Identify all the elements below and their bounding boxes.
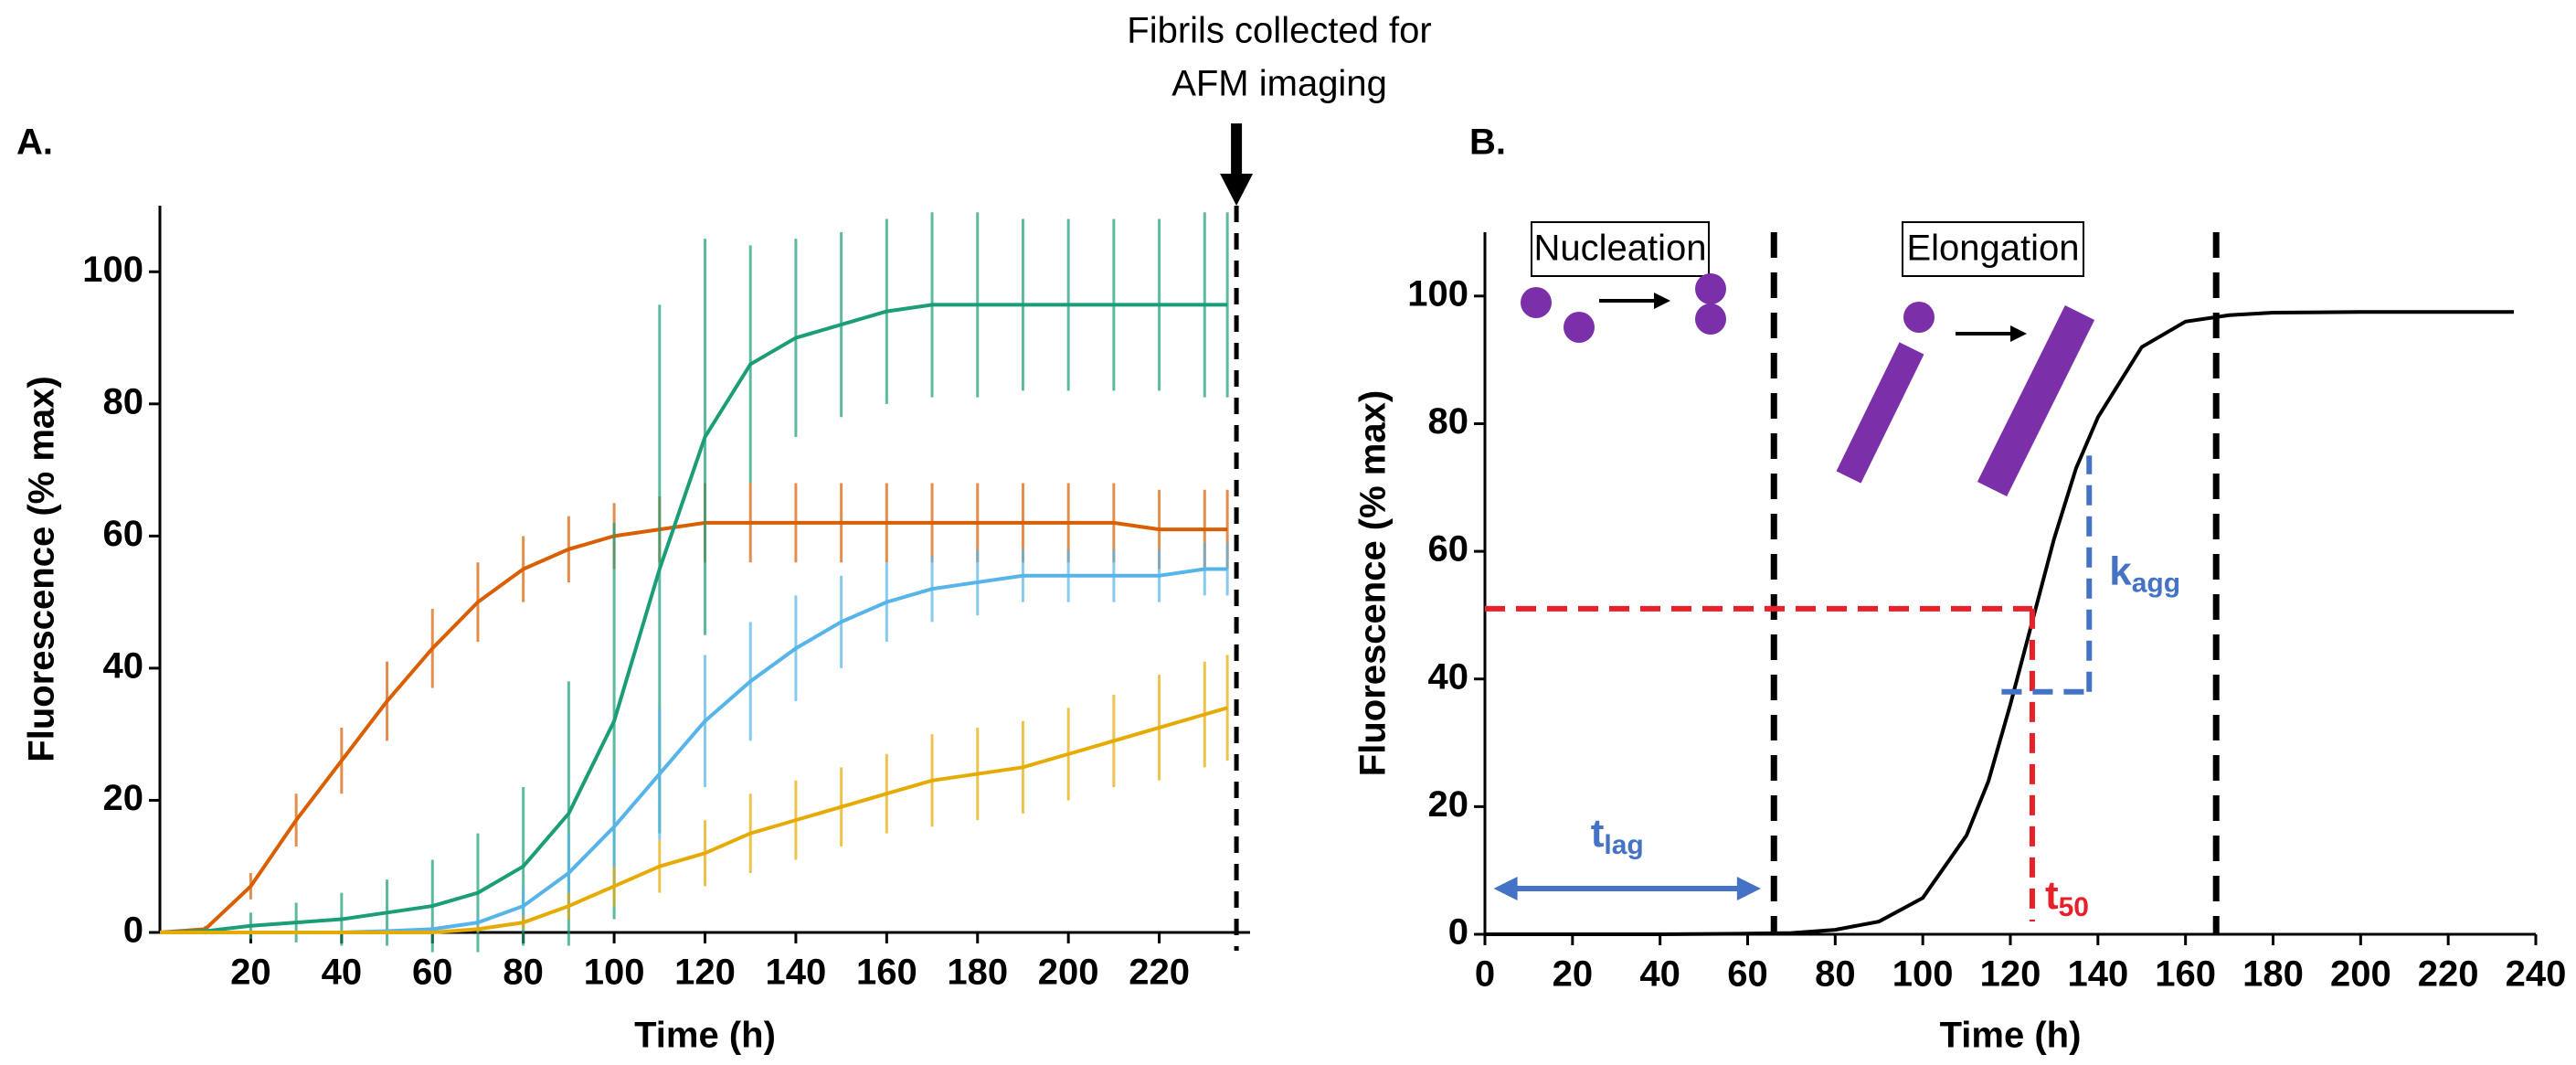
x-tick-label: 160 <box>2155 954 2216 995</box>
annotation: AFM imaging <box>1171 64 1387 104</box>
x-tick-label: 140 <box>2067 954 2128 995</box>
x-tick-label: 80 <box>503 953 544 993</box>
phase-box <box>1902 221 2084 277</box>
fibril <box>1977 304 2095 497</box>
y-tick-label: 0 <box>1448 912 1468 953</box>
x-tick-label: 100 <box>1892 954 1954 995</box>
x-tick-label: 40 <box>1639 954 1680 995</box>
monomer <box>1695 304 1726 335</box>
y-tick-label: 80 <box>1428 401 1469 442</box>
x-axis-title: Time (h) <box>1940 1016 2082 1056</box>
monomer <box>1695 273 1726 304</box>
series-line <box>160 706 1228 934</box>
y-axis-title: Fluorescence (% max) <box>1353 390 1394 776</box>
x-tick-label: 200 <box>2330 954 2391 995</box>
kagg-label-sub: agg <box>2132 568 2180 598</box>
x-tick-label: 160 <box>856 953 917 993</box>
monomer <box>1903 302 1935 333</box>
y-tick-label: 20 <box>1428 784 1469 825</box>
x-tick-label: 100 <box>584 953 645 993</box>
t50-label-main: t <box>2045 873 2059 918</box>
t50-label: t50 <box>2045 873 2089 922</box>
x-tick-label: 180 <box>947 953 1008 993</box>
x-tick-label: 40 <box>322 953 363 993</box>
kagg-label: kagg <box>2109 548 2180 598</box>
y-tick-label: 20 <box>103 778 144 818</box>
x-tick-label: 180 <box>2242 954 2304 995</box>
y-tick-label: 40 <box>1428 656 1469 697</box>
x-axis-title: Time (h) <box>634 1016 776 1056</box>
x-tick-label: 140 <box>766 953 827 993</box>
tlag-arrowhead <box>1736 877 1761 900</box>
arrowhead <box>2010 325 2027 342</box>
x-tick-label: 220 <box>1129 953 1190 993</box>
tlag-label-main: t <box>1591 811 1605 856</box>
monomer <box>1564 312 1595 343</box>
x-tick-label: 80 <box>1815 954 1856 995</box>
phase-box <box>1531 221 1710 277</box>
fibril <box>1836 342 1924 484</box>
y-tick-label: 0 <box>123 911 143 951</box>
series-line <box>159 303 1228 934</box>
y-tick-label: 60 <box>103 514 144 554</box>
tlag-label: tlag <box>1591 811 1644 860</box>
annotation: Fibrils collected for <box>1127 11 1431 51</box>
kagg-label-main: k <box>2109 548 2132 593</box>
x-tick-label: 220 <box>2418 954 2479 995</box>
phase-label: Nucleation <box>1533 229 1706 269</box>
schematic <box>1521 221 2095 497</box>
x-tick-label: 120 <box>674 953 736 993</box>
x-tick-label: 0 <box>1475 954 1495 995</box>
x-tick-label: 200 <box>1038 953 1099 993</box>
x-tick-label: 240 <box>2506 954 2567 995</box>
x-tick-label: 20 <box>1553 954 1594 995</box>
arrowhead <box>1654 293 1670 309</box>
panel-label: A. <box>16 122 53 163</box>
tlag-label-sub: lag <box>1604 830 1643 860</box>
x-tick-label: 120 <box>1980 954 2041 995</box>
x-tick-label: 60 <box>412 953 453 993</box>
x-tick-label: 60 <box>1727 954 1768 995</box>
t50-label-sub: 50 <box>2059 892 2089 922</box>
tlag-arrowhead <box>1493 877 1518 900</box>
monomer <box>1521 287 1552 318</box>
phase-label: Elongation <box>1906 229 2079 269</box>
panel-label: B. <box>1469 122 1506 163</box>
y-tick-label: 60 <box>1428 529 1469 570</box>
y-tick-label: 40 <box>103 645 144 686</box>
y-tick-label: 80 <box>103 381 144 421</box>
x-tick-label: 20 <box>230 953 271 993</box>
collection-arrowhead <box>1220 174 1254 206</box>
y-tick-label: 100 <box>82 250 143 290</box>
y-axis-title: Fluorescence (% max) <box>22 376 62 761</box>
y-tick-label: 100 <box>1407 273 1468 314</box>
